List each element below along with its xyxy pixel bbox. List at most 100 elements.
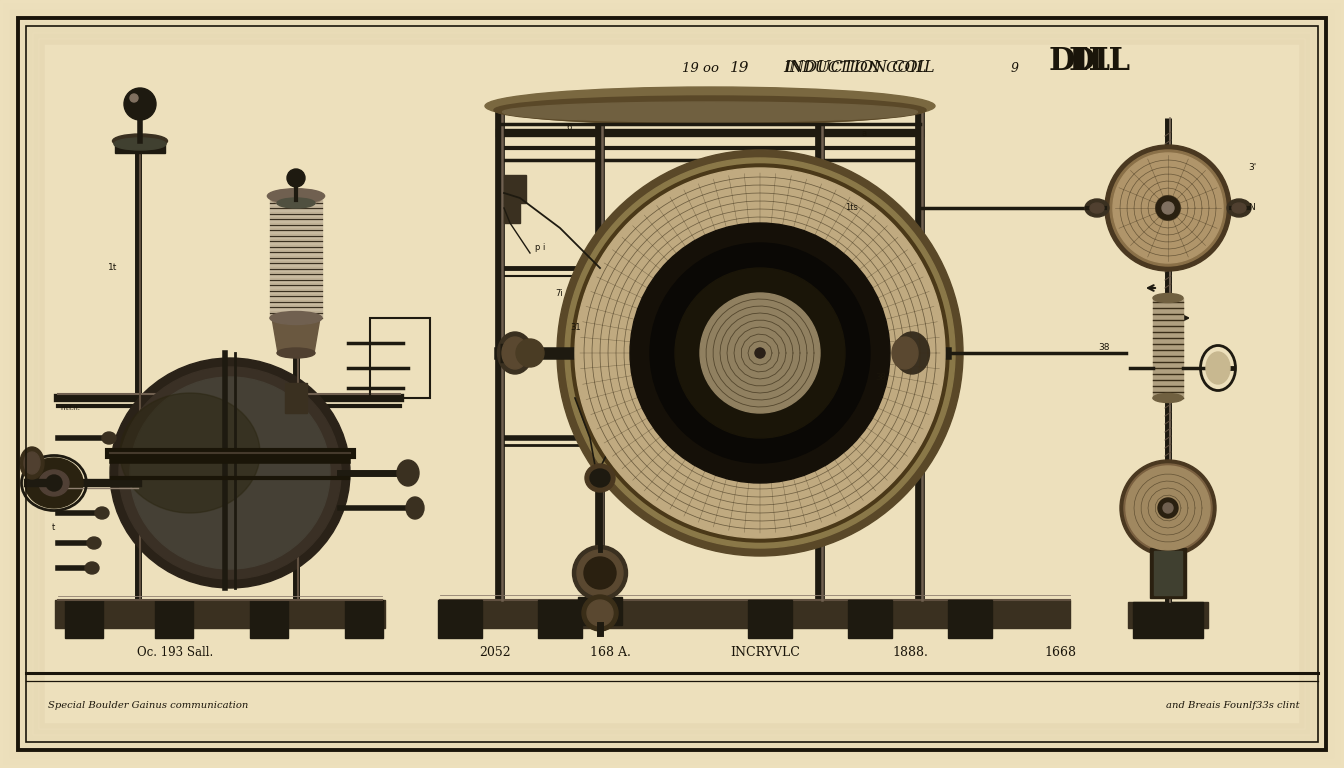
Bar xyxy=(1128,602,1208,628)
Text: Special Boulder Gainus communication: Special Boulder Gainus communication xyxy=(48,701,249,710)
Text: DIL: DIL xyxy=(1068,47,1132,78)
Bar xyxy=(1153,298,1183,398)
Text: 1668: 1668 xyxy=(1044,647,1077,660)
Text: DIL: DIL xyxy=(1050,47,1111,78)
Ellipse shape xyxy=(277,198,314,208)
Bar xyxy=(116,141,165,153)
Text: 31: 31 xyxy=(570,323,581,333)
Circle shape xyxy=(650,243,870,463)
Ellipse shape xyxy=(120,367,341,579)
Ellipse shape xyxy=(495,96,926,124)
Circle shape xyxy=(630,223,890,483)
Ellipse shape xyxy=(892,337,918,369)
Bar xyxy=(345,600,383,638)
Bar xyxy=(948,600,992,638)
Text: 6: 6 xyxy=(566,124,571,133)
Ellipse shape xyxy=(1153,293,1183,303)
Text: 1t: 1t xyxy=(108,263,117,273)
Text: 3': 3' xyxy=(1249,164,1257,173)
Circle shape xyxy=(1110,150,1226,266)
Text: INDUCTION COIL: INDUCTION COIL xyxy=(784,61,926,75)
Circle shape xyxy=(1113,153,1223,263)
Ellipse shape xyxy=(87,537,101,549)
Text: N: N xyxy=(1249,204,1255,213)
Ellipse shape xyxy=(114,138,167,150)
Ellipse shape xyxy=(503,337,528,369)
Ellipse shape xyxy=(573,545,628,601)
Ellipse shape xyxy=(270,190,323,205)
Circle shape xyxy=(1124,464,1212,552)
Ellipse shape xyxy=(406,497,423,519)
Text: INCRYVLC: INCRYVLC xyxy=(730,647,800,660)
Circle shape xyxy=(130,94,138,102)
Ellipse shape xyxy=(85,562,99,574)
Ellipse shape xyxy=(277,348,314,358)
Polygon shape xyxy=(271,318,320,353)
Ellipse shape xyxy=(95,507,109,519)
Text: INDUCTION COIL: INDUCTION COIL xyxy=(785,59,935,77)
Bar xyxy=(270,198,323,318)
Bar xyxy=(578,597,622,625)
Ellipse shape xyxy=(587,600,613,626)
Ellipse shape xyxy=(585,557,616,589)
Ellipse shape xyxy=(582,595,618,631)
Ellipse shape xyxy=(1090,203,1103,213)
Ellipse shape xyxy=(20,447,44,479)
Ellipse shape xyxy=(24,452,40,474)
Ellipse shape xyxy=(396,460,419,486)
Bar xyxy=(42,42,1302,726)
Bar xyxy=(55,600,384,628)
Ellipse shape xyxy=(585,464,616,492)
Circle shape xyxy=(288,169,305,187)
Text: a: a xyxy=(862,128,867,137)
Text: 19: 19 xyxy=(730,61,750,75)
Text: t: t xyxy=(52,524,55,532)
Bar xyxy=(538,600,582,638)
Ellipse shape xyxy=(130,377,331,569)
Bar xyxy=(438,600,482,638)
Bar xyxy=(65,600,103,638)
Ellipse shape xyxy=(1153,393,1183,402)
Bar xyxy=(285,383,306,413)
Circle shape xyxy=(1159,498,1177,518)
Circle shape xyxy=(1156,196,1180,220)
Ellipse shape xyxy=(577,550,624,596)
Ellipse shape xyxy=(39,470,69,496)
Circle shape xyxy=(46,475,62,491)
Text: p i: p i xyxy=(535,243,546,253)
Ellipse shape xyxy=(485,87,935,125)
Bar xyxy=(1133,602,1203,638)
Circle shape xyxy=(575,168,945,538)
Bar xyxy=(504,175,526,203)
Ellipse shape xyxy=(267,189,325,204)
Text: 1888.: 1888. xyxy=(892,647,927,660)
Circle shape xyxy=(1120,460,1216,556)
Text: 9: 9 xyxy=(1011,61,1019,74)
Text: 38: 38 xyxy=(875,373,886,382)
Ellipse shape xyxy=(1227,199,1251,217)
Bar xyxy=(504,203,520,223)
Text: 1ts: 1ts xyxy=(845,204,857,213)
Ellipse shape xyxy=(590,469,610,487)
Ellipse shape xyxy=(110,358,349,588)
Ellipse shape xyxy=(270,312,323,325)
Ellipse shape xyxy=(895,332,930,374)
Text: 19 oo: 19 oo xyxy=(681,61,719,74)
Circle shape xyxy=(564,158,956,548)
Circle shape xyxy=(675,268,845,438)
Circle shape xyxy=(1126,466,1210,550)
Circle shape xyxy=(700,293,820,413)
Circle shape xyxy=(1105,145,1231,271)
Ellipse shape xyxy=(516,339,544,367)
Ellipse shape xyxy=(26,458,83,508)
Ellipse shape xyxy=(113,134,168,148)
Text: m.f.n.: m.f.n. xyxy=(60,405,81,411)
Text: and Breais Founlf33s clint: and Breais Founlf33s clint xyxy=(1167,701,1300,710)
Ellipse shape xyxy=(1232,203,1246,213)
Circle shape xyxy=(124,88,156,120)
Text: Oc. 193 Sall.: Oc. 193 Sall. xyxy=(137,647,214,660)
Ellipse shape xyxy=(1085,199,1109,217)
Bar xyxy=(848,600,892,638)
Bar xyxy=(1154,551,1181,595)
Bar xyxy=(155,600,194,638)
